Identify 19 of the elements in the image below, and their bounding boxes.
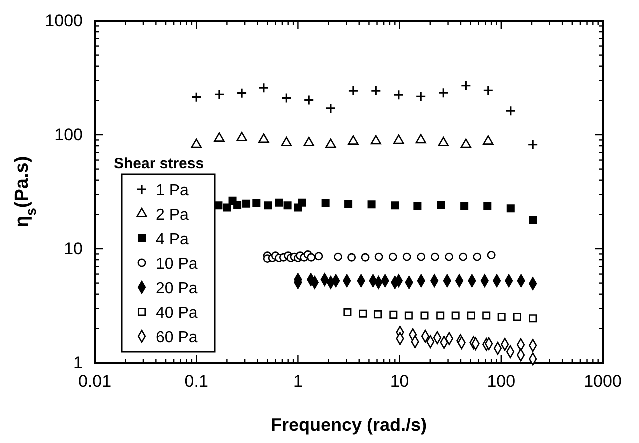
x-tick-label: 1000 (584, 372, 622, 392)
legend-label: 4 Pa (156, 232, 190, 248)
y-tick-label: 1 (74, 353, 83, 372)
y-tick-label: 1000 (45, 11, 83, 30)
x-tick-label: 10 (390, 372, 410, 392)
legend-label: 40 Pa (156, 305, 198, 322)
legend-label: 20 Pa (156, 280, 198, 298)
y-tick-label: 10 (64, 239, 83, 258)
legend-label: 2 Pa (156, 207, 190, 224)
x-tick-label: 100 (487, 372, 516, 392)
x-tick-label: 1 (293, 372, 303, 392)
legend-title: Shear stress (114, 156, 204, 172)
legend-label: 10 Pa (156, 256, 198, 273)
x-tick-label: 0.1 (184, 372, 208, 392)
y-tick-label: 100 (54, 125, 83, 144)
x-axis-title: Frequency (rad./s) (270, 415, 428, 435)
legend-label: 1 Pa (156, 182, 190, 200)
x-tick-label: 0.01 (78, 372, 112, 392)
legend-label: 60 Pa (156, 330, 198, 346)
